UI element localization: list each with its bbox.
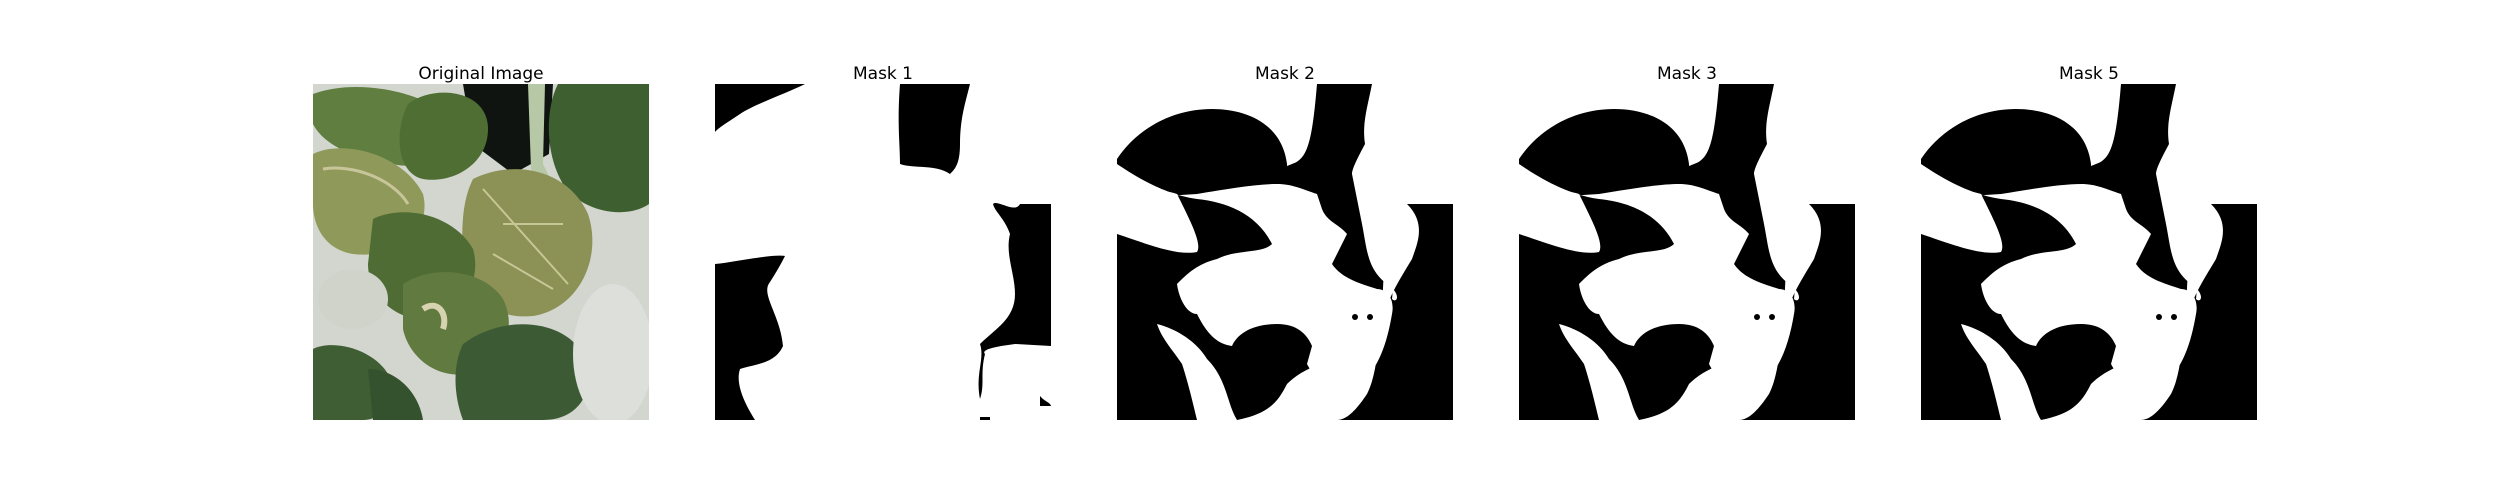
- panel-original-image: Original Image: [313, 64, 649, 420]
- mask-2-shape: [1117, 84, 1453, 420]
- panel-mask-1: Mask 1: [715, 64, 1051, 420]
- mask-1-shape: [715, 84, 1051, 420]
- panel-mask-5: Mask 5: [1921, 64, 2257, 420]
- original-leaf-photo: [313, 84, 649, 420]
- panel-mask-2: Mask 2: [1117, 64, 1453, 420]
- mask-2-image: [1117, 84, 1453, 420]
- panel-title: Mask 2: [1254, 64, 1315, 84]
- panel-title: Mask 3: [1656, 64, 1717, 84]
- mask-3-shape: [1519, 84, 1855, 420]
- panel-mask-3: Mask 3: [1519, 64, 1855, 420]
- panel-title: Mask 5: [2058, 64, 2119, 84]
- panel-title: Original Image: [418, 64, 544, 84]
- original-leaf-illustration: [313, 84, 649, 420]
- mask-5-shape: [1921, 84, 2257, 420]
- mask-1-image: [715, 84, 1051, 420]
- panel-title: Mask 1: [852, 64, 913, 84]
- mask-3-image: [1519, 84, 1855, 420]
- mask-5-image: [1921, 84, 2257, 420]
